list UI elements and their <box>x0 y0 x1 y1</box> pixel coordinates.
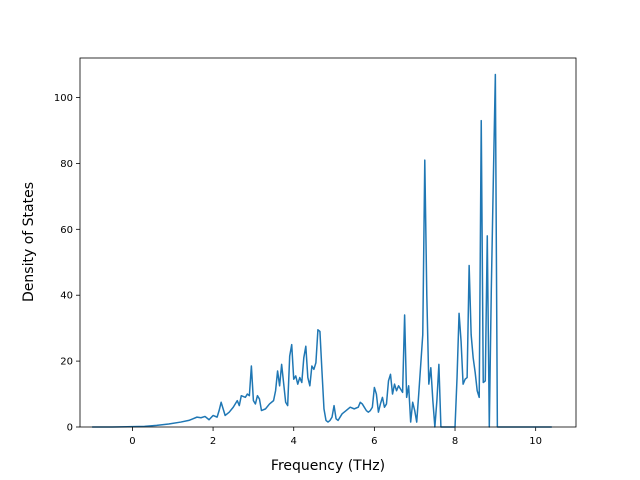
x-tick-label: 4 <box>291 436 297 447</box>
x-axis-ticks: 0 2 4 6 8 10 <box>129 427 542 447</box>
plot-background <box>80 58 576 427</box>
y-tick-label: 100 <box>54 93 73 104</box>
x-tick-label: 6 <box>371 436 377 447</box>
x-tick-label: 2 <box>210 436 216 447</box>
y-tick-label: 20 <box>60 357 73 368</box>
y-tick-label: 80 <box>60 159 73 170</box>
x-tick-label: 10 <box>529 436 542 447</box>
y-axis-label: Density of States <box>21 182 37 302</box>
y-axis-ticks: 0 20 40 60 80 100 <box>54 93 80 434</box>
y-tick-label: 60 <box>60 225 73 236</box>
y-tick-label: 0 <box>67 423 73 434</box>
dos-series-line <box>92 73 552 428</box>
y-tick-label: 40 <box>60 291 73 302</box>
x-tick-label: 8 <box>452 436 458 447</box>
x-tick-label: 0 <box>129 436 135 447</box>
x-axis-label: Frequency (THz) <box>271 458 385 474</box>
plot-frame <box>79 57 577 428</box>
